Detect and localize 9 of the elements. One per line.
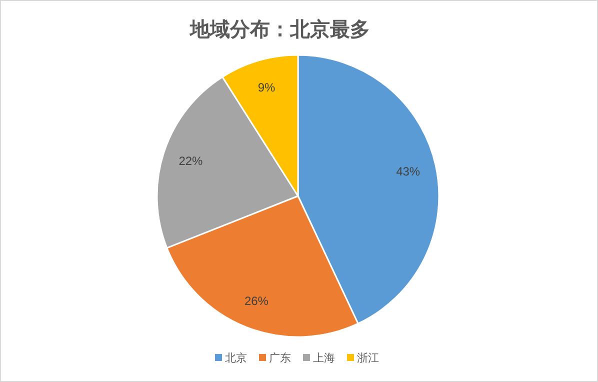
legend-label: 上海 xyxy=(313,352,335,364)
chart-title: 地域分布：北京最多 xyxy=(189,18,370,41)
legend-label: 北京 xyxy=(225,352,247,364)
legend-label: 浙江 xyxy=(357,352,379,364)
data-label: 9% xyxy=(258,80,276,95)
legend-label: 广东 xyxy=(269,352,291,364)
data-label: 43% xyxy=(396,164,420,178)
data-label: 26% xyxy=(244,294,269,308)
data-label: 22% xyxy=(178,154,204,168)
